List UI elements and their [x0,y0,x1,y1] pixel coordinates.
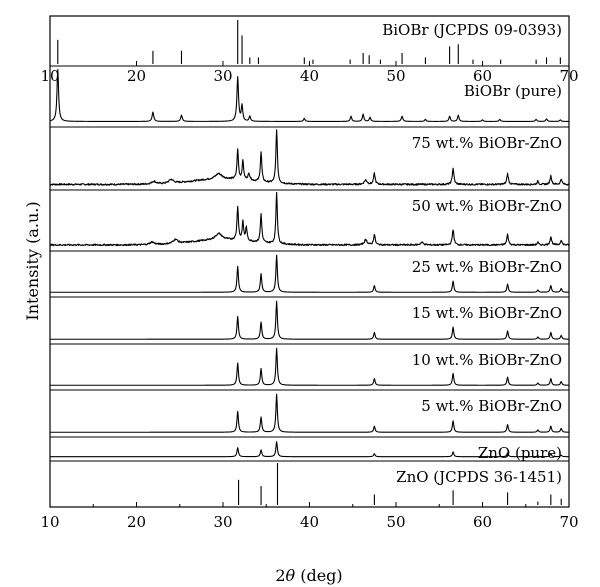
panel-label: 50 wt.% BiOBr-ZnO [412,197,562,215]
x-axis-label: 2θ (deg) [275,566,342,585]
top-axis-tick-label: 20 [127,67,146,85]
panel-label: BiOBr (pure) [464,82,562,100]
diffraction-trace [49,129,570,186]
diffraction-trace [49,191,570,247]
panel-label: ZnO (pure) [478,444,562,462]
panel-label: 15 wt.% BiOBr-ZnO [412,304,562,322]
top-axis-tick-label: 40 [300,67,319,85]
bottom-axis-tick-label: 70 [559,513,578,531]
diffraction-trace [49,347,570,386]
panel-7: 10 wt.% BiOBr-ZnO [49,347,570,391]
bottom-axis-tick-label: 50 [386,513,405,531]
bottom-x-axis: 10 20 30 40 50 60 70 [40,502,579,531]
panel-2: BiOBr (pure) [49,68,570,128]
top-axis-tick-label: 70 [559,67,578,85]
panels: BiOBr (JCPDS 09-0393) BiOBr (pure) 75 wt.%… [49,20,570,505]
y-axis-label: Intensity (a.u.) [23,201,42,320]
top-axis-tick-label: 10 [40,67,59,85]
panel-label: BiOBr (JCPDS 09-0393) [382,21,562,39]
diffraction-trace [49,254,570,293]
diffraction-trace [49,441,570,458]
diffraction-trace [49,300,570,340]
panel-8: 5 wt.% BiOBr-ZnO [49,393,570,438]
panel-1: BiOBr (JCPDS 09-0393) [50,20,569,67]
top-axis-tick-label: 30 [213,67,232,85]
top-x-axis: 10 20 30 40 50 60 70 [40,61,579,85]
bottom-axis-tick-label: 20 [127,513,146,531]
bottom-axis-tick-label: 60 [473,513,492,531]
panel-label: ZnO (JCPDS 36-1451) [396,468,562,486]
panel-label: 75 wt.% BiOBr-ZnO [412,134,562,152]
top-axis-tick-label: 60 [473,67,492,85]
panel-4: 50 wt.% BiOBr-ZnO [49,191,570,252]
panel-10: ZnO (JCPDS 36-1451) [238,463,562,505]
diffraction-trace [49,393,570,433]
panel-label: 25 wt.% BiOBr-ZnO [412,258,562,276]
bottom-axis-tick-label: 10 [40,513,59,531]
panel-label: 5 wt.% BiOBr-ZnO [421,397,562,415]
diffraction-trace [49,68,570,122]
panel-6: 15 wt.% BiOBr-ZnO [49,300,570,345]
panel-5: 25 wt.% BiOBr-ZnO [49,254,570,298]
top-axis-tick-label: 50 [386,67,405,85]
bottom-axis-tick-label: 40 [300,513,319,531]
panel-3: 75 wt.% BiOBr-ZnO [49,129,570,191]
bottom-axis-tick-label: 30 [213,513,232,531]
panel-9: ZnO (pure) [49,441,570,462]
panel-label: 10 wt.% BiOBr-ZnO [412,351,562,369]
